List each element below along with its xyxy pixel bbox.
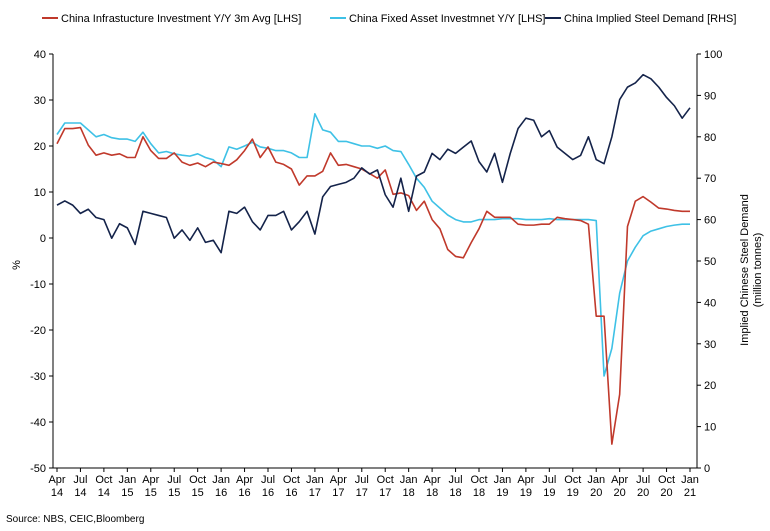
x-tick-label-year: 16	[285, 487, 297, 499]
right-axis-title-line2: (million tonnes)	[752, 233, 764, 308]
legend-label-fixed-asset: China Fixed Asset Investmnet Y/Y [LHS]	[349, 13, 545, 25]
x-tick-label-year: 19	[543, 487, 555, 499]
right-tick-label: 70	[704, 173, 716, 185]
x-tick-label-month: Oct	[283, 474, 300, 486]
x-tick-label-month: Jan	[400, 474, 418, 486]
x-tick-label-year: 20	[590, 487, 602, 499]
x-tick-label-month: Jul	[167, 474, 181, 486]
right-tick-label: 20	[704, 380, 716, 392]
x-tick-label-year: 20	[614, 487, 626, 499]
x-tick-label-month: Jan	[681, 474, 699, 486]
legend: China Infrastucture Investment Y/Y 3m Av…	[42, 13, 736, 25]
left-tick-label: 40	[34, 49, 46, 61]
left-tick-label: -20	[30, 325, 46, 337]
x-tick-label-month: Jan	[587, 474, 605, 486]
right-tick-label: 50	[704, 256, 716, 268]
x-tick-label-month: Jul	[355, 474, 369, 486]
series-line-infrastructure	[56, 126, 690, 445]
x-tick-label-month: Oct	[95, 474, 112, 486]
x-tick-label-year: 19	[496, 487, 508, 499]
left-axis-ticks: 40 30 20 10 0 -10 -20 -30 -40 -50	[30, 49, 53, 475]
x-tick-label-month: Jul	[73, 474, 87, 486]
right-tick-label: 80	[704, 132, 716, 144]
x-tick-label-month: Apr	[48, 474, 65, 486]
x-tick-label-year: 17	[309, 487, 321, 499]
x-tick-label-year: 18	[426, 487, 438, 499]
x-tick-label-month: Apr	[517, 474, 534, 486]
left-axis-title: %	[11, 260, 23, 270]
x-tick-label-year: 15	[168, 487, 180, 499]
x-tick-label-year: 21	[684, 487, 696, 499]
source-note: Source: NBS, CEIC,Bloomberg	[6, 514, 144, 525]
x-tick-label-month: Oct	[377, 474, 394, 486]
legend-label-steel-demand: China Implied Steel Demand [RHS]	[564, 13, 736, 25]
x-tick-label-year: 17	[356, 487, 368, 499]
x-axis-ticks: Apr14Jul14Oct14Jan15Apr15Jul15Oct15Jan16…	[48, 468, 699, 499]
left-tick-label: -50	[30, 463, 46, 475]
x-tick-label-year: 15	[145, 487, 157, 499]
left-tick-label: -30	[30, 371, 46, 383]
x-tick-label-month: Jul	[542, 474, 556, 486]
x-tick-label-month: Jul	[261, 474, 275, 486]
x-tick-label-month: Oct	[564, 474, 581, 486]
right-axis-title-line1: Implied Chinese Steel Demand	[739, 194, 751, 346]
x-tick-label-year: 15	[192, 487, 204, 499]
legend-item-infrastructure: China Infrastucture Investment Y/Y 3m Av…	[42, 13, 301, 25]
x-tick-label-year: 16	[262, 487, 274, 499]
x-tick-label-month: Oct	[658, 474, 675, 486]
series-line-fixed-asset	[56, 113, 690, 377]
left-tick-label: 20	[34, 141, 46, 153]
x-tick-label-month: Jan	[118, 474, 136, 486]
x-tick-label-year: 19	[520, 487, 532, 499]
right-tick-label: 10	[704, 422, 716, 434]
x-tick-label-year: 18	[473, 487, 485, 499]
right-tick-label: 100	[704, 49, 722, 61]
left-tick-label: -10	[30, 279, 46, 291]
x-tick-label-year: 16	[215, 487, 227, 499]
x-tick-label-month: Jan	[494, 474, 512, 486]
x-tick-label-month: Apr	[611, 474, 628, 486]
x-tick-label-year: 14	[74, 487, 86, 499]
x-tick-label-month: Jan	[212, 474, 230, 486]
right-tick-label: 30	[704, 339, 716, 351]
series-line-steel-demand	[56, 73, 691, 254]
x-tick-label-month: Apr	[330, 474, 347, 486]
right-tick-label: 0	[704, 463, 710, 475]
x-tick-label-year: 18	[403, 487, 415, 499]
left-tick-label: 30	[34, 95, 46, 107]
left-tick-label: 0	[40, 233, 46, 245]
x-tick-label-year: 20	[637, 487, 649, 499]
x-tick-label-year: 14	[98, 487, 110, 499]
legend-item-steel-demand: China Implied Steel Demand [RHS]	[545, 13, 736, 25]
left-tick-label: 10	[34, 187, 46, 199]
legend-item-fixed-asset: China Fixed Asset Investmnet Y/Y [LHS]	[330, 13, 545, 25]
x-tick-label-year: 16	[238, 487, 250, 499]
x-tick-label-month: Oct	[189, 474, 206, 486]
x-tick-label-year: 18	[449, 487, 461, 499]
x-tick-label-month: Apr	[142, 474, 159, 486]
x-tick-label-year: 20	[660, 487, 672, 499]
x-tick-label-month: Oct	[470, 474, 487, 486]
x-tick-label-year: 14	[51, 487, 63, 499]
right-tick-label: 60	[704, 215, 716, 227]
x-tick-label-year: 15	[121, 487, 133, 499]
x-tick-label-year: 17	[379, 487, 391, 499]
right-tick-label: 90	[704, 90, 716, 102]
series-layer	[56, 73, 691, 445]
x-tick-label-month: Jul	[449, 474, 463, 486]
x-tick-label-month: Apr	[236, 474, 253, 486]
left-tick-label: -40	[30, 417, 46, 429]
right-tick-label: 40	[704, 297, 716, 309]
x-tick-label-year: 19	[567, 487, 579, 499]
x-tick-label-month: Jul	[636, 474, 650, 486]
x-tick-label-year: 17	[332, 487, 344, 499]
legend-label-infrastructure: China Infrastucture Investment Y/Y 3m Av…	[61, 13, 301, 25]
x-tick-label-month: Jan	[306, 474, 324, 486]
x-tick-label-month: Apr	[424, 474, 441, 486]
